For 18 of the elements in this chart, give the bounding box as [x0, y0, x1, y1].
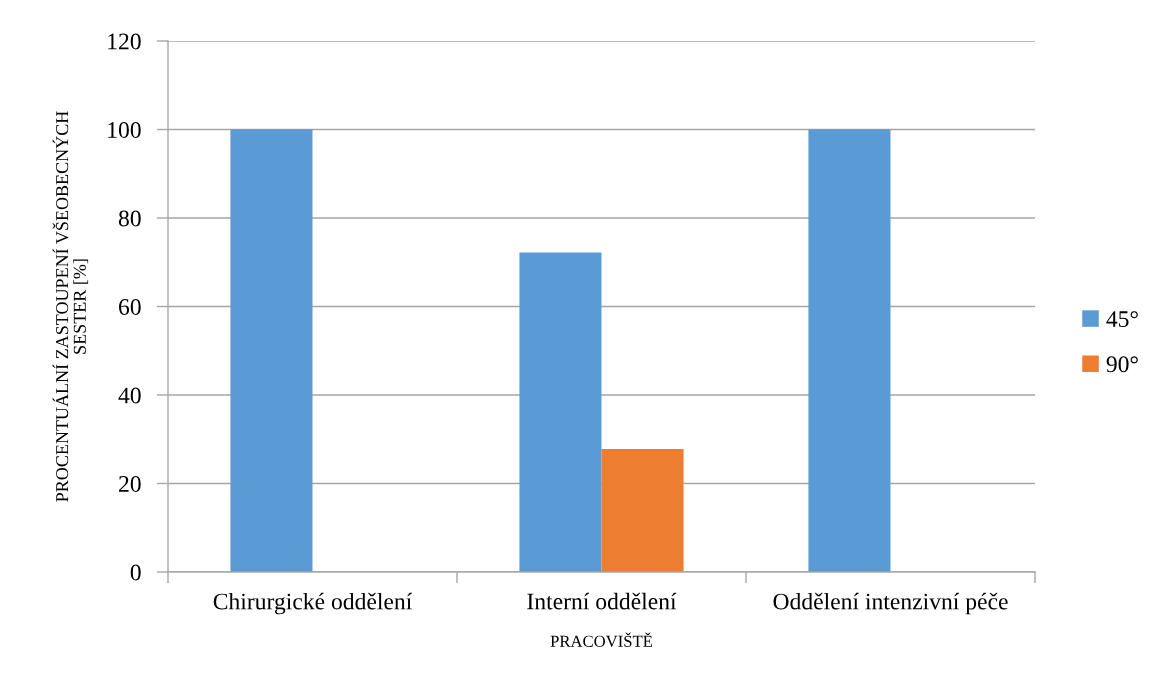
bar: [519, 252, 602, 572]
y-tick-label: 40: [118, 387, 141, 404]
y-tick-label: 80: [118, 210, 141, 227]
y-tick-label: 0: [130, 564, 141, 581]
y-tick-label: 20: [119, 475, 141, 492]
legend-label: 45°: [1106, 311, 1138, 328]
y-tick-label: 60: [119, 298, 141, 315]
x-tick-label: Oddělení intenzivní péče: [773, 592, 1008, 615]
bar: [808, 129, 891, 572]
y-axis-title: PROCENTUÁLNÍ ZASTOUPENÍ VŠEOBECNÝCH SESTER [%]: [52, 111, 89, 502]
bar: [601, 448, 684, 572]
y-tick-label: 100: [108, 121, 141, 138]
y-tick-label: 120: [108, 33, 141, 50]
x-axis-title: PRACOVIŠTĚ: [550, 632, 653, 648]
bar: [230, 129, 313, 572]
x-tick-label: Interní oddělení: [527, 592, 677, 610]
x-tick-label: Chirurgické oddělení: [213, 592, 413, 615]
legend-label: 90°: [1106, 356, 1138, 373]
